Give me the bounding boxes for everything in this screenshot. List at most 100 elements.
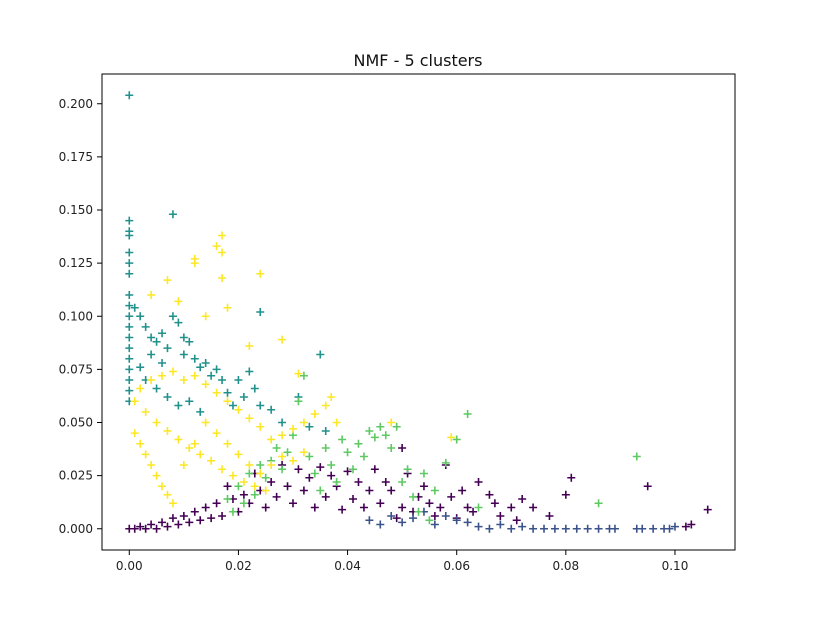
cluster-1-point [496, 520, 505, 529]
cluster-2-point [125, 216, 134, 225]
cluster-4-point [152, 418, 161, 427]
cluster-2-point [201, 359, 210, 367]
cluster-1-point [583, 524, 592, 533]
cluster-4-point [201, 312, 210, 321]
cluster-4-point [223, 439, 232, 448]
y-tick-label: 0.075 [59, 362, 93, 376]
cluster-4-point [152, 471, 161, 480]
cluster-0-point [474, 478, 483, 486]
cluster-2-point [185, 337, 194, 346]
cluster-2-point [163, 393, 172, 401]
cluster-2-point [174, 401, 183, 410]
cluster-0-point [458, 486, 467, 495]
cluster-0-point [316, 463, 325, 472]
cluster-4-point [163, 276, 172, 285]
cluster-0-point [218, 512, 227, 520]
cluster-0-point [392, 514, 401, 523]
cluster-0-point [152, 524, 161, 533]
cluster-2-point [185, 397, 194, 406]
cluster-1-point [540, 524, 549, 533]
cluster-3-point [387, 444, 396, 452]
cluster-0-point [387, 486, 396, 495]
cluster-0-point [327, 471, 336, 480]
cluster-2-point [316, 350, 325, 359]
cluster-3-point [305, 452, 314, 461]
cluster-0-point [147, 520, 156, 529]
x-axis: 0.00 0.02 0.04 0.06 0.08 0.10 [116, 550, 688, 573]
cluster-4-point [218, 274, 227, 282]
cluster-3-point [272, 444, 281, 452]
cluster-3-point [441, 458, 450, 467]
cluster-2-point [125, 301, 134, 310]
cluster-0-point [485, 490, 494, 499]
cluster-4-point [218, 248, 227, 257]
cluster-4-point [447, 433, 456, 442]
cluster-1-point [365, 516, 374, 525]
cluster-4-point [250, 482, 259, 491]
cluster-0-point [261, 503, 270, 512]
cluster-3-point [299, 371, 308, 380]
cluster-3-point [223, 495, 232, 503]
cluster-1-point [594, 524, 603, 533]
cluster-0-point [185, 518, 194, 527]
cluster-0-point [529, 503, 538, 512]
cluster-4-point [278, 452, 287, 461]
cluster-0-point [512, 516, 521, 525]
cluster-0-point [496, 512, 505, 520]
y-tick-label: 0.200 [59, 97, 93, 111]
cluster-0-point [398, 503, 407, 512]
cluster-4-point [228, 471, 237, 480]
cluster-1-point [463, 518, 472, 527]
cluster-4-point [321, 401, 330, 410]
cluster-3-point [239, 499, 248, 508]
cluster-2-point [125, 376, 134, 384]
cluster-4-point [245, 342, 254, 350]
cluster-0-point [349, 495, 358, 503]
cluster-4-point [147, 376, 156, 384]
cluster-1-point [376, 520, 385, 529]
cluster-0-point [190, 507, 199, 516]
cluster-1-point [398, 518, 407, 527]
cluster-4-point [299, 448, 308, 457]
cluster-4-point [288, 456, 297, 465]
cluster-4-point [196, 450, 205, 459]
cluster-3-point [370, 433, 379, 442]
cluster-2-point [125, 291, 134, 299]
cluster-0-point [370, 465, 379, 474]
cluster-0-point [158, 518, 167, 527]
cluster-3-point [261, 473, 270, 482]
cluster-0-point [703, 505, 712, 514]
cluster-2-point [190, 354, 199, 363]
cluster-0-point [343, 467, 352, 476]
cluster-2-point [256, 308, 265, 316]
cluster-0-point [283, 482, 292, 491]
cluster-4-point [179, 461, 188, 469]
axes-frame [101, 73, 736, 551]
cluster-1-point [550, 524, 559, 533]
cluster-2-point [218, 376, 227, 384]
cluster-3-series [223, 371, 641, 525]
x-tick-label: 0.02 [225, 559, 252, 573]
cluster-2-point [223, 388, 232, 397]
cluster-0-point [212, 499, 221, 508]
cluster-2-point [245, 367, 254, 376]
cluster-0-point [196, 516, 205, 525]
cluster-0-point [469, 507, 478, 516]
cluster-4-point [168, 367, 177, 376]
cluster-4-point [288, 424, 297, 433]
y-tick-label: 0.125 [59, 256, 93, 270]
cluster-0-point [419, 482, 428, 491]
cluster-3-point [419, 469, 428, 478]
cluster-2-point [125, 354, 134, 363]
cluster-1-point [670, 522, 679, 531]
cluster-2-point [152, 384, 161, 393]
cluster-2-point [179, 333, 188, 342]
cluster-0-point [163, 522, 172, 531]
cluster-2-point [130, 303, 139, 312]
cluster-4-point [130, 429, 139, 438]
cluster-2-point [267, 405, 276, 414]
cluster-4-point [201, 380, 210, 389]
cluster-4-point [147, 291, 156, 299]
cluster-3-point [321, 444, 330, 452]
